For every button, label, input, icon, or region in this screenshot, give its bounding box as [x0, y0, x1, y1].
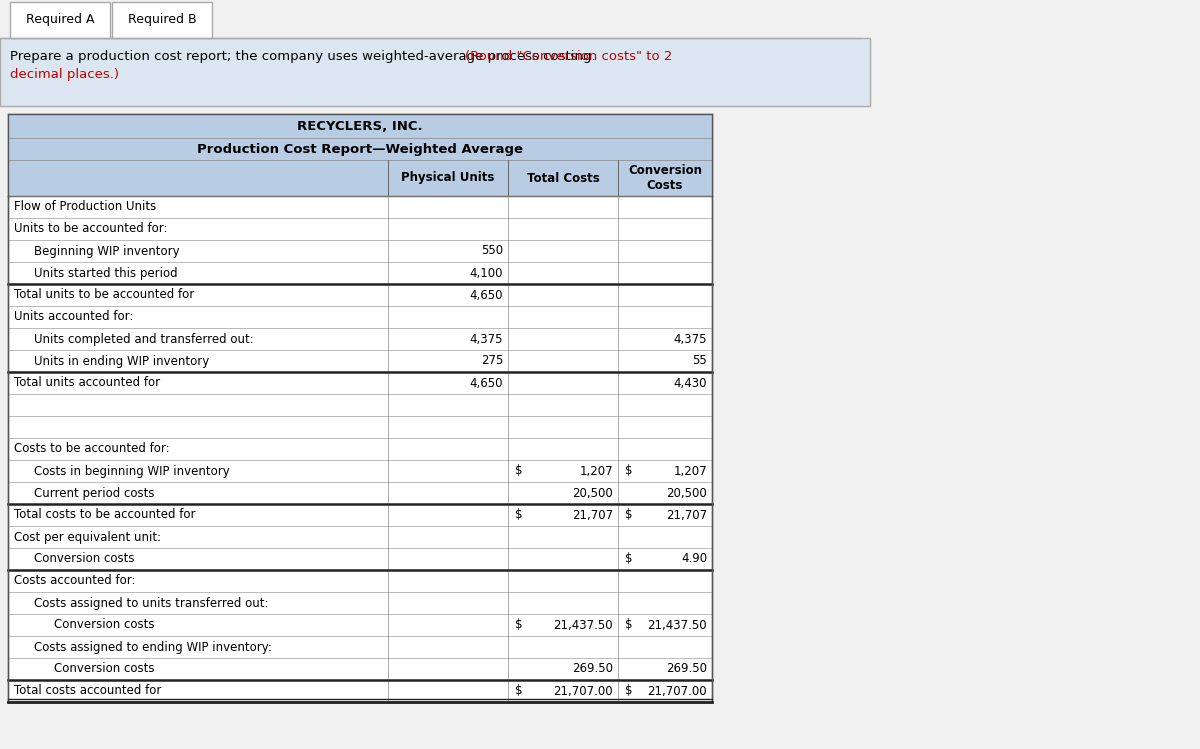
- Text: Units in ending WIP inventory: Units in ending WIP inventory: [34, 354, 209, 368]
- Text: 55: 55: [692, 354, 707, 368]
- Text: $: $: [625, 553, 632, 565]
- Text: Units accounted for:: Units accounted for:: [14, 311, 133, 324]
- Text: 20,500: 20,500: [666, 487, 707, 500]
- Text: Conversion costs: Conversion costs: [54, 619, 155, 631]
- Text: 4,430: 4,430: [673, 377, 707, 389]
- Text: 4,375: 4,375: [673, 333, 707, 345]
- Text: 21,437.50: 21,437.50: [647, 619, 707, 631]
- Text: Production Cost Report—Weighted Average: Production Cost Report—Weighted Average: [197, 142, 523, 156]
- Text: $: $: [515, 509, 522, 521]
- Text: decimal places.): decimal places.): [10, 68, 119, 81]
- Text: Conversion
Costs: Conversion Costs: [628, 164, 702, 192]
- Text: 21,707: 21,707: [666, 509, 707, 521]
- Text: Total units accounted for: Total units accounted for: [14, 377, 160, 389]
- Text: $: $: [625, 685, 632, 697]
- Text: 1,207: 1,207: [580, 464, 613, 478]
- Bar: [8, 114, 712, 138]
- Bar: [0, 38, 870, 106]
- Text: Beginning WIP inventory: Beginning WIP inventory: [34, 244, 180, 258]
- Text: 4,650: 4,650: [469, 377, 503, 389]
- Text: Required A: Required A: [25, 13, 95, 25]
- Text: 1,207: 1,207: [673, 464, 707, 478]
- Text: 550: 550: [481, 244, 503, 258]
- Text: (Round "Conversion costs" to 2: (Round "Conversion costs" to 2: [464, 50, 672, 63]
- Text: $: $: [625, 619, 632, 631]
- Text: Costs assigned to ending WIP inventory:: Costs assigned to ending WIP inventory:: [34, 640, 272, 653]
- Text: 21,707: 21,707: [572, 509, 613, 521]
- Text: 21,437.50: 21,437.50: [553, 619, 613, 631]
- Text: $: $: [515, 619, 522, 631]
- Text: $: $: [625, 464, 632, 478]
- Text: Units to be accounted for:: Units to be accounted for:: [14, 222, 168, 235]
- Bar: [10, 2, 110, 38]
- Text: Total costs to be accounted for: Total costs to be accounted for: [14, 509, 196, 521]
- Text: 4,375: 4,375: [469, 333, 503, 345]
- Text: Units started this period: Units started this period: [34, 267, 178, 279]
- Text: $: $: [625, 509, 632, 521]
- Text: Total Costs: Total Costs: [527, 172, 599, 184]
- Text: 275: 275: [481, 354, 503, 368]
- Text: Costs to be accounted for:: Costs to be accounted for:: [14, 443, 169, 455]
- Text: Required B: Required B: [127, 13, 197, 25]
- Text: Physical Units: Physical Units: [401, 172, 494, 184]
- Text: Units completed and transferred out:: Units completed and transferred out:: [34, 333, 253, 345]
- Text: 4,100: 4,100: [469, 267, 503, 279]
- Text: Costs accounted for:: Costs accounted for:: [14, 574, 136, 587]
- Bar: [8, 114, 712, 702]
- Text: Total units to be accounted for: Total units to be accounted for: [14, 288, 194, 302]
- Text: 4,650: 4,650: [469, 288, 503, 302]
- Text: 269.50: 269.50: [666, 663, 707, 676]
- Text: Flow of Production Units: Flow of Production Units: [14, 201, 156, 213]
- Text: Prepare a production cost report; the company uses weighted-average process cost: Prepare a production cost report; the co…: [10, 50, 600, 63]
- Bar: [8, 160, 712, 196]
- Text: Conversion costs: Conversion costs: [34, 553, 134, 565]
- Text: Conversion costs: Conversion costs: [54, 663, 155, 676]
- Text: 21,707.00: 21,707.00: [647, 685, 707, 697]
- Text: 20,500: 20,500: [572, 487, 613, 500]
- Text: 4.90: 4.90: [680, 553, 707, 565]
- Text: 21,707.00: 21,707.00: [553, 685, 613, 697]
- Text: Costs in beginning WIP inventory: Costs in beginning WIP inventory: [34, 464, 229, 478]
- Bar: [8, 138, 712, 160]
- Text: $: $: [515, 464, 522, 478]
- Text: Cost per equivalent unit:: Cost per equivalent unit:: [14, 530, 161, 544]
- Text: $: $: [515, 685, 522, 697]
- Text: RECYCLERS, INC.: RECYCLERS, INC.: [298, 120, 422, 133]
- Text: Total costs accounted for: Total costs accounted for: [14, 685, 161, 697]
- Text: 269.50: 269.50: [572, 663, 613, 676]
- Bar: [112, 2, 212, 38]
- Text: Current period costs: Current period costs: [34, 487, 155, 500]
- Text: Costs assigned to units transferred out:: Costs assigned to units transferred out:: [34, 596, 269, 610]
